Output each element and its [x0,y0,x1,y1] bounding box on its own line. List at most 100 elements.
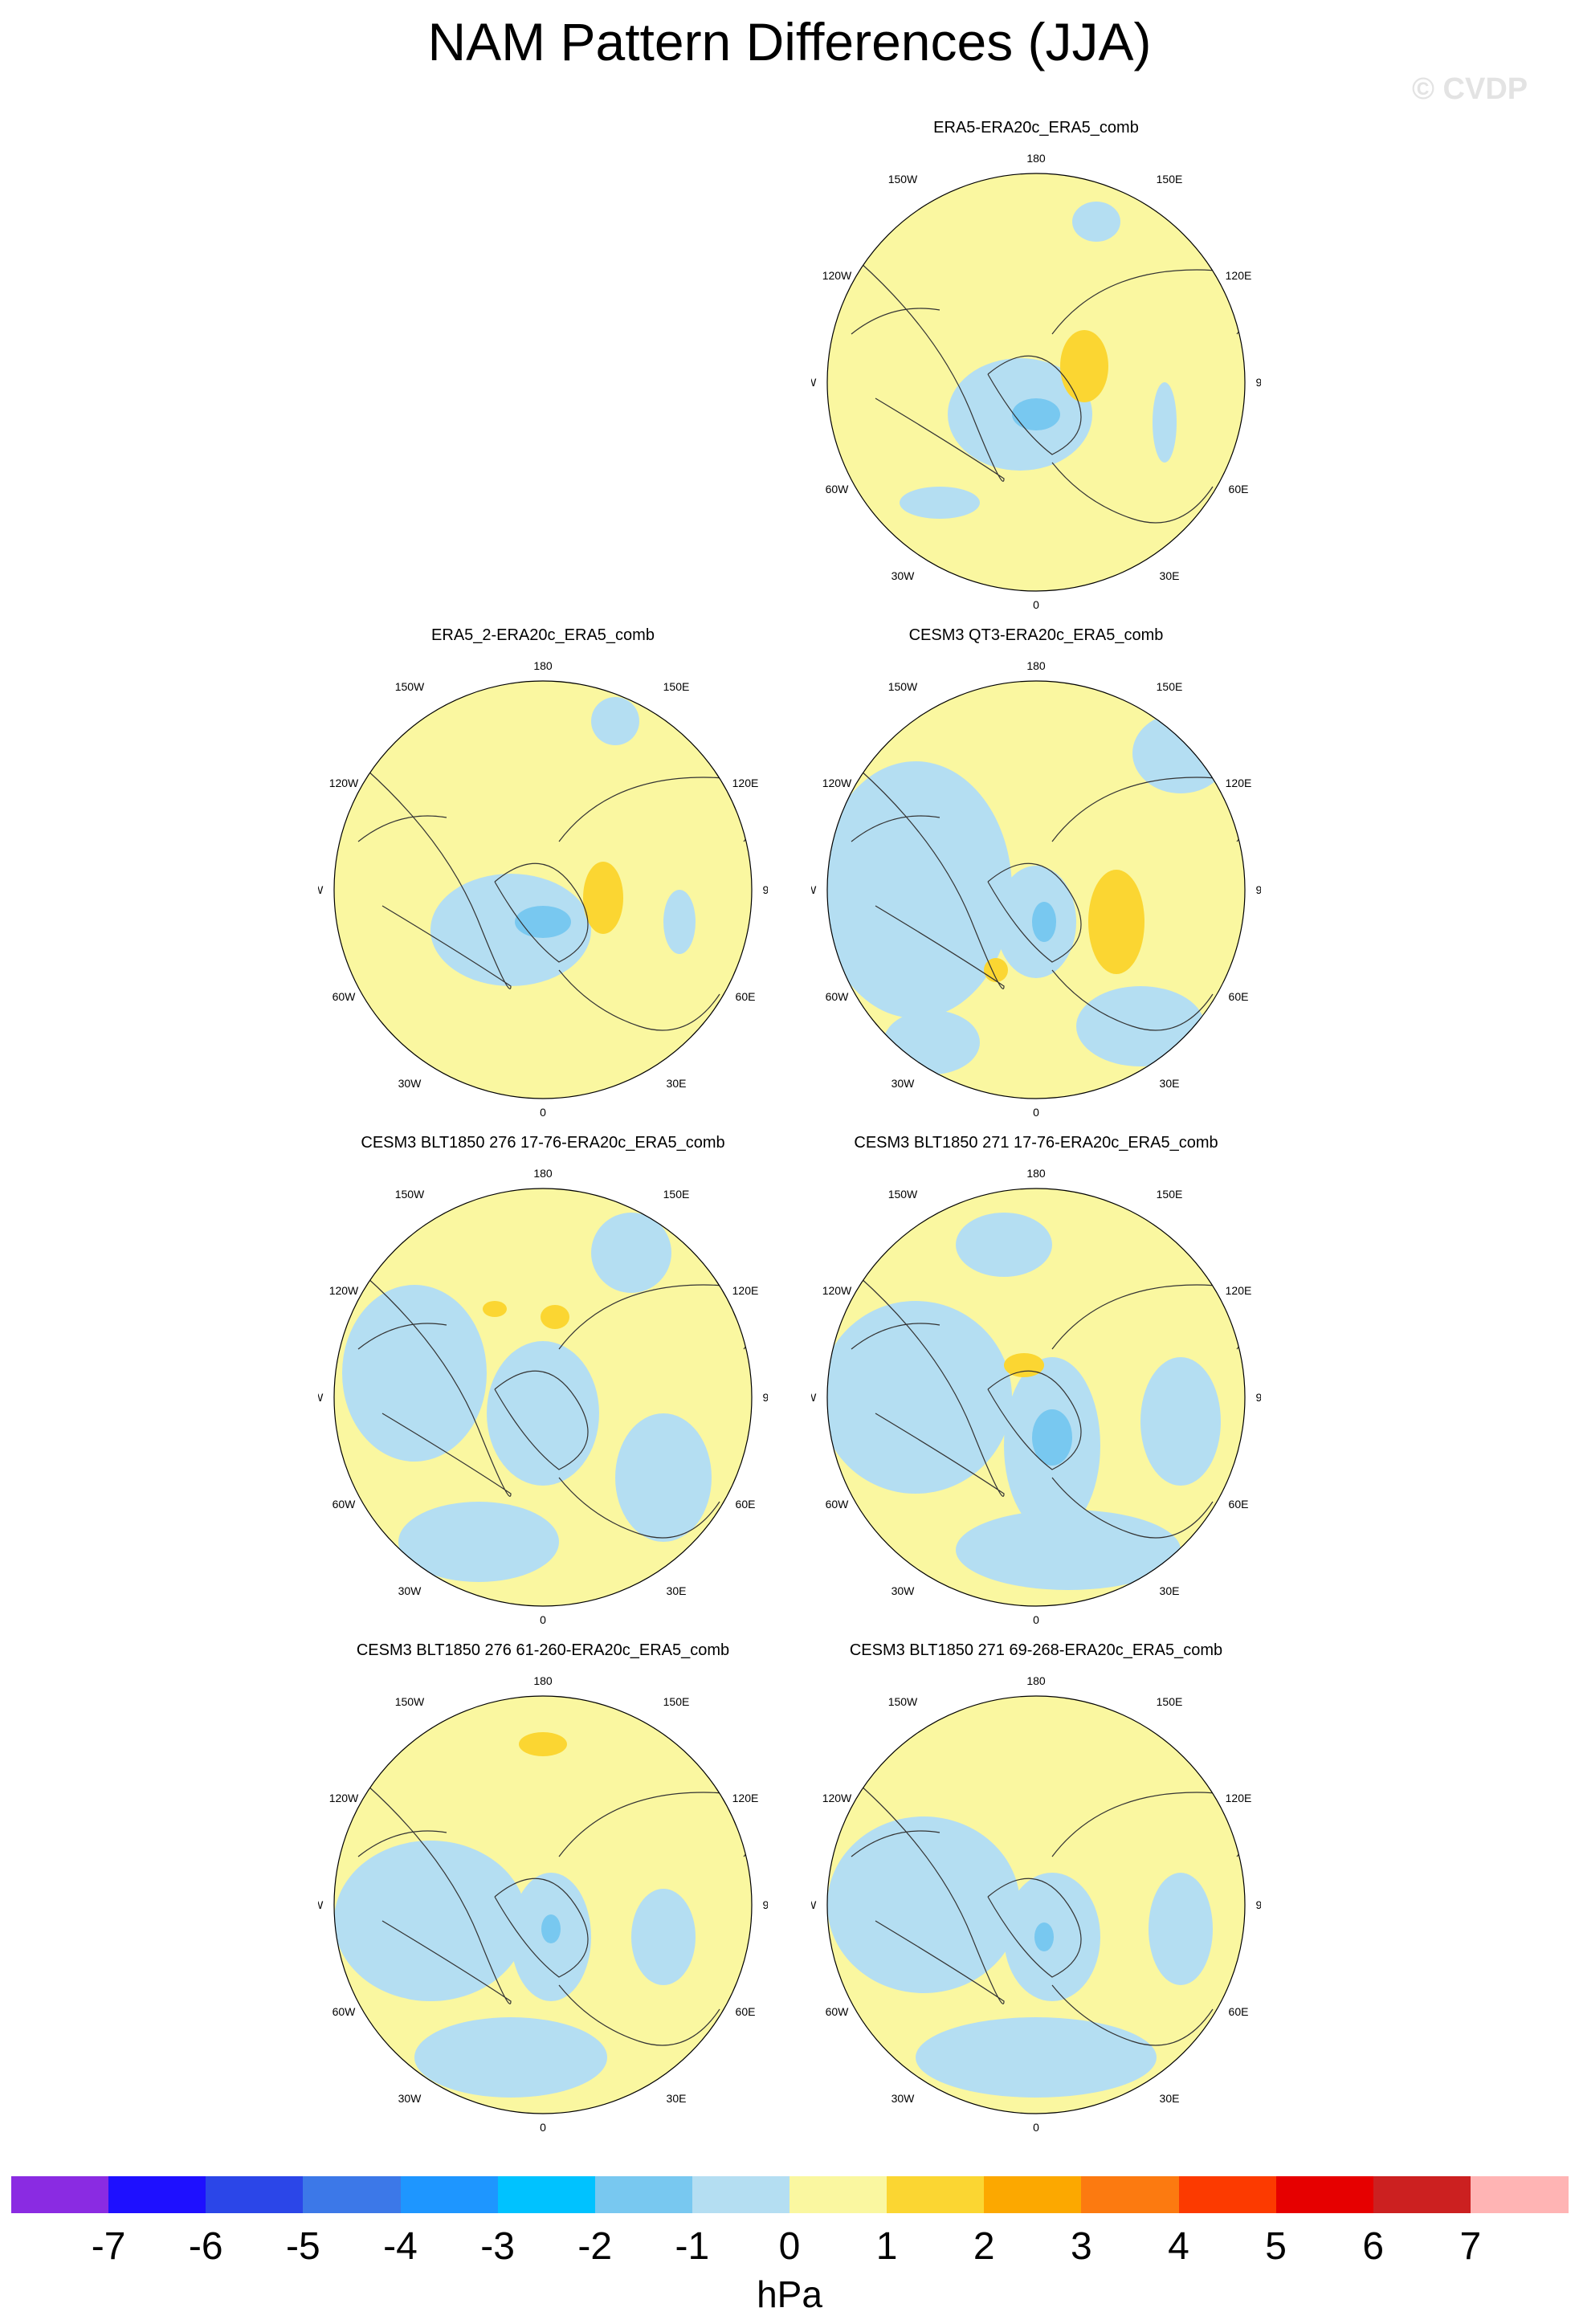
longitude-label: 120W [329,1792,359,1804]
negative-anomaly-region [900,487,980,519]
longitude-label: 30E [1160,569,1180,582]
colorbar-box [1178,2176,1277,2213]
longitude-label: 150E [1157,1695,1183,1708]
panel-title: ERA5_2-ERA20c_ERA5_comb [431,626,655,644]
longitude-label: 90E [1256,1898,1261,1911]
panel-title: CESM3 BLT1850 271 17-76-ERA20c_ERA5_comb [854,1134,1218,1152]
longitude-label: 150E [1157,1188,1183,1201]
colorbar-tick-label: 4 [1168,2225,1189,2268]
colorbar-box [11,2176,109,2213]
negative-anomaly-region [956,1510,1181,1590]
polar-map: 180 0 90W 90E 150W 150E 120W 120E 60W 60E 30W 30E [811,1167,1261,1626]
longitude-label: 180 [1026,1674,1046,1687]
longitude-label: 30W [398,2092,422,2105]
colorbar-box [594,2176,693,2213]
longitude-label: 90E [1256,883,1261,896]
coastlines [357,769,752,1031]
colorbar-units: hPa [757,2273,822,2315]
panel-title: ERA5-ERA20c_ERA5_comb [933,119,1139,137]
colorbar-box [303,2176,401,2213]
longitude-label: 90W [811,1391,817,1404]
longitude-label: 60W [826,1498,850,1511]
negative-anomaly-region [414,2017,607,2098]
longitude-label: 60W [333,2005,357,2018]
negative-anomaly-region [591,1213,671,1293]
map-boundary [826,1188,1246,1607]
longitude-label: 90E [763,883,768,896]
longitude-label: 60E [736,2005,756,2018]
longitude-label: 30W [892,569,916,582]
map-panel-blt1850-276-17-76: CESM3 BLT1850 276 17-76-ERA20c_ERA5_comb… [318,1134,768,1632]
colorbar-tick-label: 5 [1265,2225,1287,2268]
colorbar-tick-label: 1 [875,2225,898,2268]
negative-anomaly-region [827,761,1012,1018]
longitude-label: 150W [888,680,918,693]
map-boundary [826,1695,1246,2114]
negative-anomaly-region [398,1502,559,1582]
figure-title: NAM Pattern Differences (JJA) [427,12,1152,71]
negative-anomaly-region [916,2017,1157,2098]
negative-anomaly-region [1032,902,1056,942]
polar-map: 180 0 90W 90E 150W 150E 120W 120E 60W 60E 30W 30E [318,1167,768,1626]
negative-anomaly-region [515,906,571,938]
longitude-label: 90W [811,376,817,389]
colorbar-tick-label: -4 [383,2225,418,2268]
longitude-label: 60W [826,483,850,495]
negative-anomaly-region [487,1341,599,1486]
longitude-label: 30E [667,1077,687,1090]
negative-anomaly-region [1153,382,1177,463]
longitude-label: 90W [318,1898,324,1911]
negative-anomaly-region [334,1841,527,2001]
longitude-label: 120E [1226,777,1252,789]
polar-map: 180 0 90W 90E 150W 150E 120W 120E 60W 60E 30W 30E [811,659,1261,1119]
negative-anomaly-region [827,1301,1012,1494]
colorbar-tick-label: 6 [1362,2225,1385,2268]
longitude-label: 30W [892,1584,916,1597]
colorbar-tick-label: 2 [973,2225,995,2268]
longitude-label: 90E [1256,1391,1261,1404]
map-panel-blt1850-271-69-268: CESM3 BLT1850 271 69-268-ERA20c_ERA5_com… [811,1641,1261,2139]
coastlines [851,1276,1245,1539]
longitude-label: 120E [1226,1284,1252,1297]
longitude-label: 150E [663,680,690,693]
longitude-label: 120W [822,777,852,789]
map-boundary [333,680,753,1099]
negative-anomaly-region [342,1285,487,1462]
longitude-label: 60E [736,1498,756,1511]
colorbar-box [1081,2176,1179,2213]
longitude-label: 30E [667,2092,687,2105]
cvdp-watermark: © CVDP [1412,72,1528,106]
longitude-label: 120E [732,777,759,789]
panel-title: CESM3 BLT1850 276 61-260-ERA20c_ERA5_com… [356,1641,730,1659]
negative-anomaly-region [1076,986,1205,1066]
negative-anomaly-region [827,1816,1020,1993]
longitude-label: 90W [811,883,817,896]
longitude-label: 150W [888,173,918,186]
longitude-label: 60E [1229,2005,1249,2018]
negative-anomaly-region [1012,398,1060,430]
longitude-label: 180 [1026,152,1046,165]
colorbar-tick-label: -7 [91,2225,126,2268]
map-fill [827,173,1245,591]
longitude-label: 90E [763,1898,768,1911]
negative-anomaly-region [1149,1873,1213,1985]
negative-anomaly-region [430,874,591,986]
longitude-label: 120W [329,1284,359,1297]
colorbar-box [1373,2176,1471,2213]
longitude-label: 30E [1160,2092,1180,2105]
colorbar-box [1470,2176,1569,2213]
map-boundary [333,1188,753,1607]
longitude-label: 180 [533,1674,553,1687]
longitude-label: 60E [1229,483,1249,495]
longitude-label: 30E [1160,1584,1180,1597]
longitude-label: 150E [663,1188,690,1201]
colorbar-box [400,2176,499,2213]
colorbar-box [206,2176,304,2213]
longitude-label: 120W [329,777,359,789]
longitude-label: 90W [811,1898,817,1911]
negative-anomaly-region [631,1889,696,1985]
longitude-label: 30W [398,1584,422,1597]
negative-anomaly-region [663,890,696,954]
map-fill [827,1696,1245,2114]
negative-anomaly-region [615,1413,712,1542]
